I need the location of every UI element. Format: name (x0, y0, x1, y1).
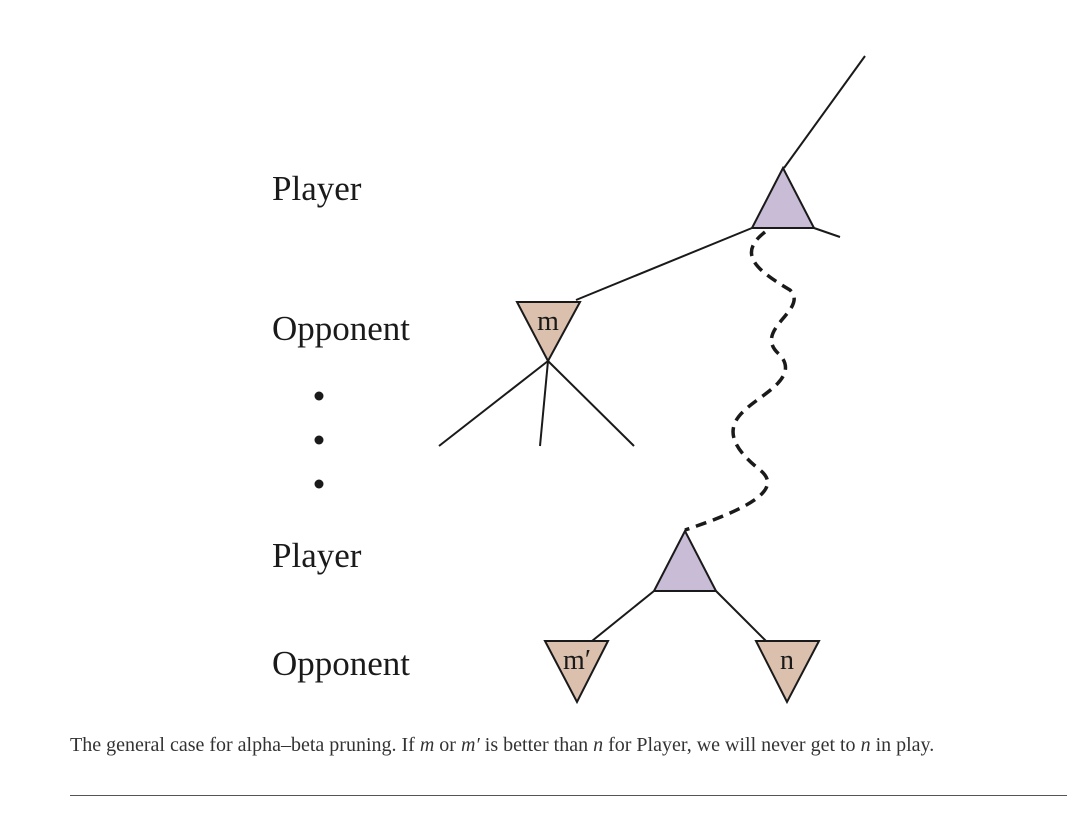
player-node-top (750, 165, 816, 229)
level-label-player-top: Player (272, 169, 362, 208)
edge-root-to-parent (783, 55, 866, 169)
edge-bottom-player-to-m-prime (591, 590, 655, 642)
dashed-path-to-bottom-player (684, 230, 796, 532)
level-label-opponent-top: Opponent (272, 309, 410, 348)
caption-text: for Player, we will never get to (603, 734, 861, 756)
edge-top-player-to-m (575, 227, 753, 301)
vertical-ellipsis (314, 391, 324, 489)
caption-math-n: n (593, 734, 604, 756)
edge-m-child-middle (539, 360, 549, 447)
alpha-beta-pruning-diagram: Player Opponent Player Opponent m m′ n (272, 55, 866, 705)
ellipsis-dot (314, 391, 324, 401)
caption-text: or (434, 734, 461, 756)
opponent-node-m (515, 301, 582, 364)
caption-text: The general case for alpha–beta pruning.… (70, 734, 420, 756)
caption-math-m: m (419, 734, 435, 756)
level-label-player-bottom: Player (272, 536, 362, 575)
edge-top-player-right-child (813, 227, 841, 238)
caption-math-n: n (860, 734, 871, 756)
ellipsis-dot (314, 479, 324, 489)
caption-text: is better than (479, 734, 594, 756)
opponent-node-n (754, 640, 821, 705)
caption-divider (70, 795, 1067, 796)
figure-caption: The general case for alpha–beta pruning.… (70, 731, 1060, 759)
node-label-m-prime: m′ (563, 645, 591, 676)
level-label-opponent-bottom: Opponent (272, 644, 410, 683)
player-node-bottom (652, 528, 718, 592)
caption-text: in play. (870, 734, 935, 756)
edge-m-child-left (438, 360, 549, 447)
opponent-node-m-prime (543, 640, 610, 705)
caption-math-m-prime: m′ (460, 734, 480, 756)
edge-m-child-right (547, 360, 635, 447)
node-label-n: n (780, 645, 794, 676)
node-label-m: m (537, 306, 559, 337)
ellipsis-dot (314, 435, 324, 445)
edge-bottom-player-to-n (715, 590, 767, 642)
